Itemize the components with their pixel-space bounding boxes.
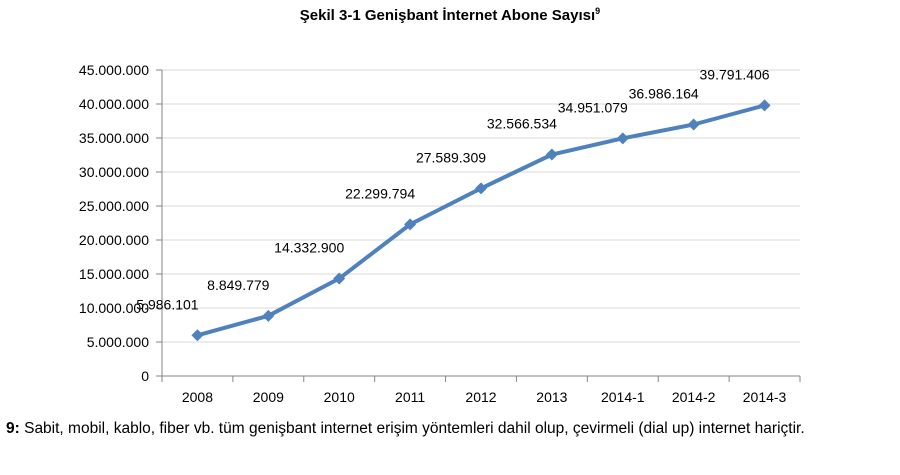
- data-label: 14.332.900: [274, 240, 344, 256]
- data-label: 32.566.534: [487, 116, 557, 132]
- data-label: 39.791.406: [700, 66, 770, 82]
- title-footnote-mark: 9: [595, 6, 601, 16]
- x-tick-label: 2014-3: [743, 389, 787, 405]
- footnote-mark: 9:: [6, 420, 20, 437]
- data-point-marker: [545, 148, 558, 161]
- footnote: 9: Sabit, mobil, kablo, fiber vb. tüm ge…: [6, 418, 886, 439]
- data-label: 8.849.779: [207, 277, 269, 293]
- data-point-marker: [404, 218, 417, 231]
- data-label: 5.986.101: [136, 296, 198, 312]
- y-tick-label: 5.000.000: [87, 334, 149, 350]
- x-axis-ticks: 2008 2009 2010 2011 2012 2013 2014-1 2014-2 2014…: [161, 376, 801, 405]
- x-tick-label: 2010: [324, 389, 355, 405]
- y-tick-label: 20.000.000: [79, 232, 149, 248]
- data-label: 34.951.079: [558, 99, 628, 115]
- data-point-marker: [333, 272, 346, 285]
- data-labels: 5.986.101 8.849.779 14.332.900 22.299.794 27…: [136, 66, 770, 312]
- x-tick-label: 2012: [465, 389, 496, 405]
- data-series: [191, 99, 771, 342]
- y-axis-ticks: 0 5.000.000 10.000.000 15.000.000 20.000.000…: [79, 62, 162, 384]
- data-label: 27.589.309: [416, 149, 486, 165]
- footnote-text: Sabit, mobil, kablo, fiber vb. tüm geniş…: [19, 420, 805, 437]
- data-point-marker: [758, 99, 771, 112]
- data-label: 22.299.794: [345, 185, 415, 201]
- axes: [161, 70, 800, 377]
- y-tick-label: 30.000.000: [79, 164, 149, 180]
- series-line: [196, 103, 766, 338]
- x-tick-label: 2013: [536, 389, 567, 405]
- x-tick-label: 2011: [395, 389, 425, 405]
- data-point-marker: [191, 329, 204, 342]
- chart-title-text: Şekil 3-1 Genişbant İnternet Abone Sayıs…: [299, 7, 596, 24]
- y-tick-label: 40.000.000: [79, 96, 149, 112]
- x-tick-label: 2008: [182, 389, 213, 405]
- data-point-marker: [687, 118, 700, 131]
- data-point-marker: [616, 132, 629, 145]
- y-tick-label: 0: [141, 368, 149, 384]
- x-tick-label: 2014-2: [672, 389, 716, 405]
- y-tick-label: 45.000.000: [79, 62, 149, 78]
- y-tick-label: 15.000.000: [79, 266, 149, 282]
- x-tick-label: 2014-1: [601, 389, 645, 405]
- gridlines: [162, 69, 800, 343]
- y-tick-label: 10.000.000: [79, 300, 149, 316]
- data-label: 36.986.164: [629, 85, 699, 101]
- y-tick-label: 35.000.000: [79, 130, 149, 146]
- line-chart: 0 5.000.000 10.000.000 15.000.000 20.000.000…: [79, 62, 801, 405]
- chart-title: Şekil 3-1 Genişbant İnternet Abone Sayıs…: [0, 6, 900, 24]
- data-point-marker: [475, 182, 487, 195]
- y-tick-label: 25.000.000: [79, 198, 149, 214]
- x-tick-label: 2009: [253, 389, 284, 405]
- data-point-marker: [262, 309, 275, 322]
